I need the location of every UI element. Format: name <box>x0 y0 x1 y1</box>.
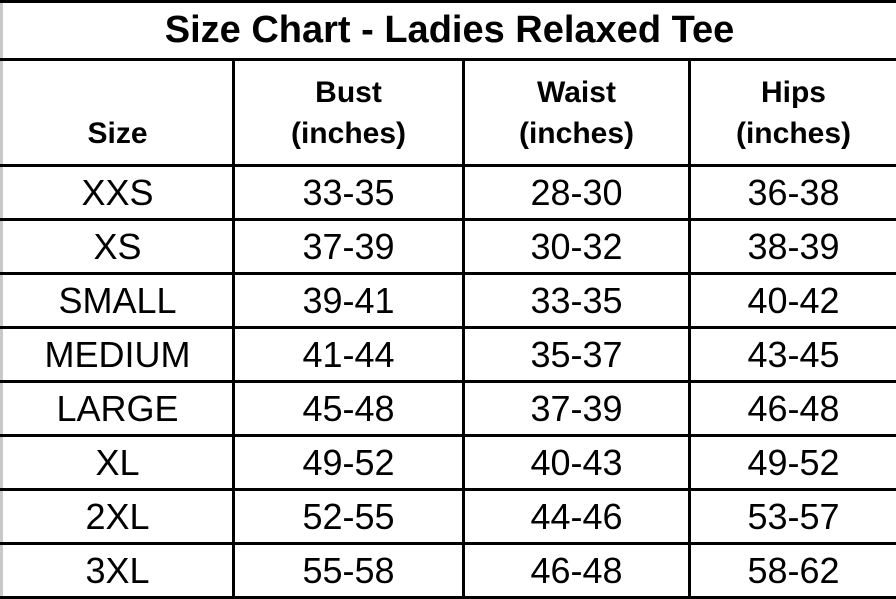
column-header-hips-label: Hips <box>691 73 896 114</box>
column-header-waist-label: Waist <box>465 73 688 114</box>
chart-title: Size Chart - Ladies Relaxed Tee <box>2 2 896 60</box>
waist-cell: 33-35 <box>464 274 690 328</box>
table-row-xs: XS 37-39 30-32 38-39 <box>2 220 896 274</box>
size-cell: XS <box>2 220 234 274</box>
bust-cell: 33-35 <box>234 166 464 220</box>
size-cell: 3XL <box>2 544 234 598</box>
table-row-3xl: 3XL 55-58 46-48 58-62 <box>2 544 896 598</box>
table-row-2xl: 2XL 52-55 44-46 53-57 <box>2 490 896 544</box>
bust-cell: 45-48 <box>234 382 464 436</box>
hips-cell: 38-39 <box>690 220 896 274</box>
table-row-large: LARGE 45-48 37-39 46-48 <box>2 382 896 436</box>
table-row-medium: MEDIUM 41-44 35-37 43-45 <box>2 328 896 382</box>
bust-cell: 39-41 <box>234 274 464 328</box>
title-row: Size Chart - Ladies Relaxed Tee <box>2 2 896 60</box>
column-header-bust: Bust (inches) <box>234 60 464 166</box>
size-cell: XL <box>2 436 234 490</box>
waist-cell: 37-39 <box>464 382 690 436</box>
column-header-bust-label: Bust <box>235 73 462 114</box>
column-header-waist: Waist (inches) <box>464 60 690 166</box>
table-row-xl: XL 49-52 40-43 49-52 <box>2 436 896 490</box>
bust-cell: 55-58 <box>234 544 464 598</box>
bust-cell: 49-52 <box>234 436 464 490</box>
waist-cell: 46-48 <box>464 544 690 598</box>
hips-cell: 40-42 <box>690 274 896 328</box>
size-cell: XXS <box>2 166 234 220</box>
waist-cell: 40-43 <box>464 436 690 490</box>
column-header-row: Size Bust (inches) Waist (inches) Hips (… <box>2 60 896 166</box>
hips-cell: 49-52 <box>690 436 896 490</box>
hips-cell: 53-57 <box>690 490 896 544</box>
column-header-hips-unit: (inches) <box>691 114 896 155</box>
column-header-size-label: Size <box>3 114 232 155</box>
column-header-hips: Hips (inches) <box>690 60 896 166</box>
size-cell: MEDIUM <box>2 328 234 382</box>
hips-cell: 43-45 <box>690 328 896 382</box>
size-cell: SMALL <box>2 274 234 328</box>
table-row-xxs: XXS 33-35 28-30 36-38 <box>2 166 896 220</box>
waist-cell: 28-30 <box>464 166 690 220</box>
waist-cell: 44-46 <box>464 490 690 544</box>
size-cell: 2XL <box>2 490 234 544</box>
hips-cell: 36-38 <box>690 166 896 220</box>
hips-cell: 58-62 <box>690 544 896 598</box>
waist-cell: 35-37 <box>464 328 690 382</box>
bust-cell: 37-39 <box>234 220 464 274</box>
bust-cell: 52-55 <box>234 490 464 544</box>
column-header-waist-unit: (inches) <box>465 114 688 155</box>
hips-cell: 46-48 <box>690 382 896 436</box>
column-header-size: Size <box>2 60 234 166</box>
size-cell: LARGE <box>2 382 234 436</box>
table-row-small: SMALL 39-41 33-35 40-42 <box>2 274 896 328</box>
column-header-bust-unit: (inches) <box>235 114 462 155</box>
bust-cell: 41-44 <box>234 328 464 382</box>
waist-cell: 30-32 <box>464 220 690 274</box>
